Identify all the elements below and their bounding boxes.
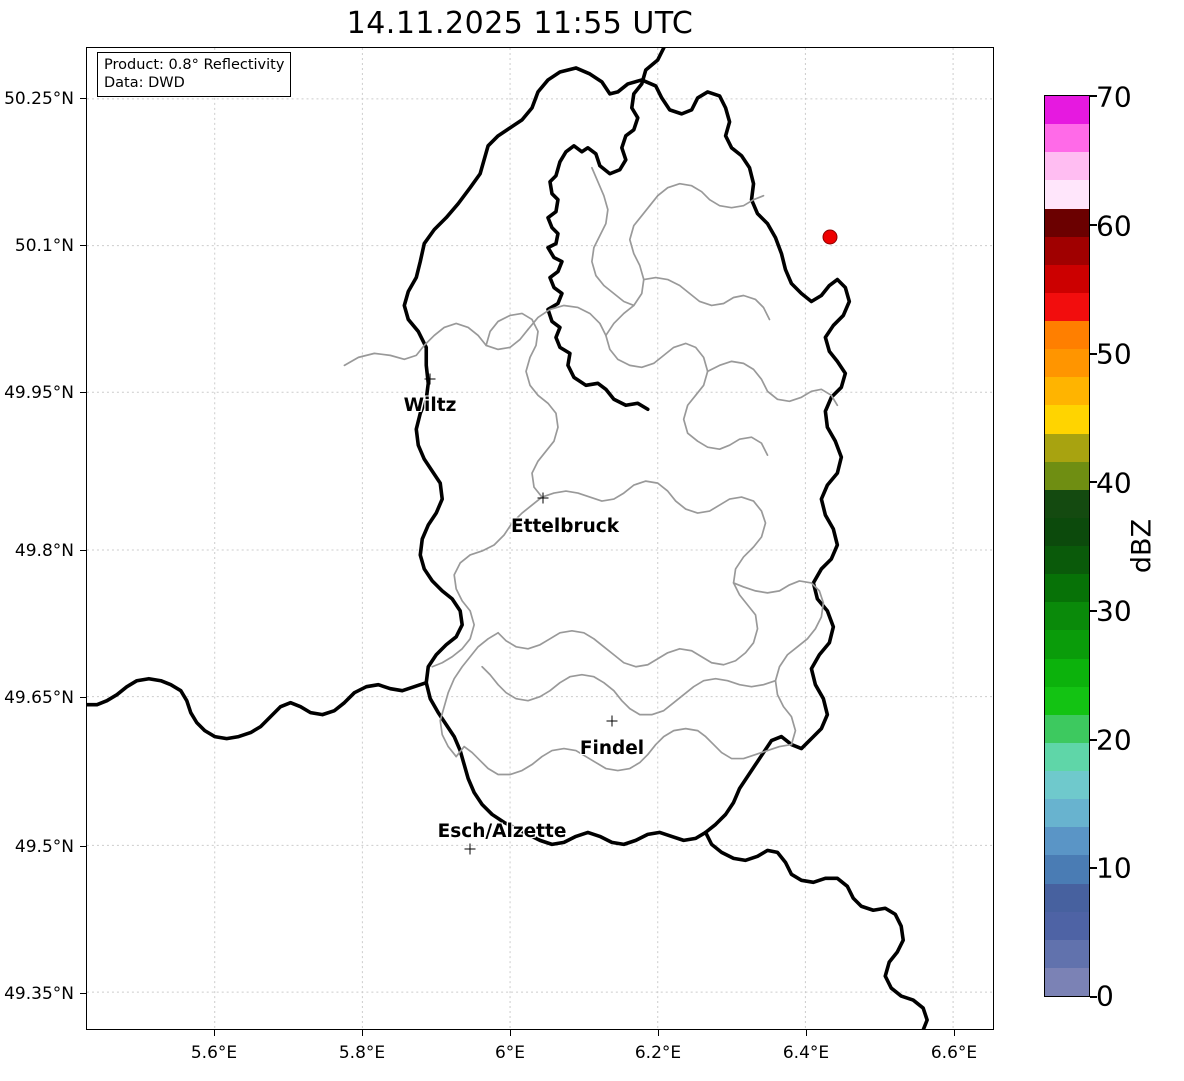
colorbar-tick bbox=[1090, 224, 1097, 226]
y-tick-mark bbox=[80, 550, 86, 552]
city-label-ettelbruck: Ettelbruck bbox=[510, 516, 620, 537]
colorbar-band bbox=[1045, 827, 1089, 856]
y-tick-label-6: 49.35°N bbox=[4, 984, 74, 1004]
colorbar-band bbox=[1045, 349, 1089, 378]
colorbar-tick bbox=[1090, 739, 1097, 741]
y-tick-label-1: 50.1°N bbox=[14, 236, 74, 256]
colorbar-label-60: 60 bbox=[1096, 209, 1132, 243]
colorbar-axis-title: dBZ bbox=[1126, 518, 1158, 574]
colorbar-band bbox=[1045, 461, 1089, 490]
colorbar-band bbox=[1045, 264, 1089, 293]
info-product: Product: 0.8° Reflectivity bbox=[104, 57, 285, 73]
colorbar-tick bbox=[1090, 996, 1097, 998]
city-marker-findel bbox=[606, 715, 618, 727]
colorbar-band bbox=[1045, 152, 1089, 181]
colorbar-band bbox=[1045, 124, 1089, 153]
colorbar-tick bbox=[1090, 610, 1097, 612]
colorbar-band bbox=[1045, 911, 1089, 940]
city-marker-wiltz bbox=[424, 373, 436, 385]
colorbar-band bbox=[1045, 939, 1089, 968]
colorbar-band bbox=[1045, 855, 1089, 884]
x-tick-label-5: 6.6°E bbox=[930, 1043, 978, 1063]
colorbar-band bbox=[1045, 96, 1089, 125]
y-tick-mark bbox=[80, 245, 86, 247]
district-boundaries bbox=[343, 166, 839, 776]
city-label-findel: Findel bbox=[579, 738, 645, 759]
colorbar-band bbox=[1045, 405, 1089, 434]
colorbar-label-20: 20 bbox=[1096, 723, 1132, 757]
colorbar[interactable] bbox=[1044, 95, 1097, 998]
colorbar-band bbox=[1045, 799, 1089, 828]
y-tick-label-4: 49.65°N bbox=[4, 688, 74, 708]
y-tick-mark bbox=[80, 846, 86, 848]
x-tick-mark bbox=[510, 1030, 512, 1036]
x-tick-label-4: 6.4°E bbox=[782, 1043, 830, 1063]
colorbar-tick bbox=[1090, 353, 1097, 355]
colorbar-band bbox=[1045, 602, 1089, 631]
x-tick-label-2: 6°E bbox=[494, 1043, 526, 1063]
colorbar-band bbox=[1045, 630, 1089, 659]
city-label-esch-alzette: Esch/Alzette bbox=[437, 821, 567, 842]
colorbar-band bbox=[1045, 883, 1089, 912]
colorbar-gradient bbox=[1044, 95, 1090, 997]
radar-site-marker[interactable] bbox=[822, 229, 838, 245]
x-tick-mark bbox=[954, 1030, 956, 1036]
colorbar-tick bbox=[1090, 481, 1097, 483]
colorbar-label-40: 40 bbox=[1096, 466, 1132, 500]
colorbar-tick bbox=[1090, 867, 1097, 869]
colorbar-label-70: 70 bbox=[1096, 80, 1132, 114]
colorbar-band bbox=[1045, 236, 1089, 265]
city-marker-ettelbruck bbox=[537, 492, 549, 504]
colorbar-band bbox=[1045, 546, 1089, 575]
colorbar-band bbox=[1045, 771, 1089, 800]
colorbar-label-50: 50 bbox=[1096, 337, 1132, 371]
colorbar-band bbox=[1045, 742, 1089, 771]
colorbar-band bbox=[1045, 321, 1089, 350]
x-tick-mark bbox=[362, 1030, 364, 1036]
colorbar-band bbox=[1045, 377, 1089, 406]
y-tick-mark bbox=[80, 697, 86, 699]
x-tick-mark bbox=[658, 1030, 660, 1036]
colorbar-label-30: 30 bbox=[1096, 594, 1132, 628]
colorbar-band bbox=[1045, 574, 1089, 603]
colorbar-band bbox=[1045, 180, 1089, 209]
colorbar-tick bbox=[1090, 95, 1097, 97]
colorbar-band bbox=[1045, 658, 1089, 687]
x-tick-label-3: 6.2°E bbox=[634, 1043, 682, 1063]
colorbar-label-0: 0 bbox=[1096, 979, 1114, 1013]
map-gridlines bbox=[87, 48, 993, 1029]
colorbar-band bbox=[1045, 517, 1089, 546]
map-plot-area[interactable]: Wiltz Ettelbruck Findel Esch/Alzette bbox=[86, 47, 994, 1030]
info-box: Product: 0.8° Reflectivity Data: DWD bbox=[97, 52, 292, 98]
x-tick-label-1: 5.8°E bbox=[338, 1043, 386, 1063]
x-tick-label-0: 5.6°E bbox=[190, 1043, 238, 1063]
colorbar-band bbox=[1045, 967, 1089, 996]
info-data-source: Data: DWD bbox=[104, 75, 185, 92]
city-marker-esch-alzette bbox=[464, 843, 476, 855]
y-tick-label-0: 50.25°N bbox=[4, 89, 74, 109]
y-tick-mark bbox=[80, 98, 86, 100]
colorbar-band bbox=[1045, 686, 1089, 715]
y-tick-label-2: 49.95°N bbox=[4, 383, 74, 403]
page-title: 14.11.2025 11:55 UTC bbox=[346, 6, 694, 41]
y-tick-label-5: 49.5°N bbox=[14, 837, 74, 857]
x-tick-mark bbox=[214, 1030, 216, 1036]
y-tick-mark bbox=[80, 392, 86, 394]
colorbar-band bbox=[1045, 292, 1089, 321]
map-geometry bbox=[87, 48, 993, 1029]
colorbar-label-10: 10 bbox=[1096, 851, 1132, 885]
city-label-wiltz: Wiltz bbox=[403, 395, 457, 416]
colorbar-band bbox=[1045, 208, 1089, 237]
country-borders bbox=[87, 48, 929, 1029]
colorbar-band bbox=[1045, 433, 1089, 462]
colorbar-band bbox=[1045, 714, 1089, 743]
y-tick-label-3: 49.8°N bbox=[14, 541, 74, 561]
colorbar-band bbox=[1045, 489, 1089, 518]
y-tick-mark bbox=[80, 993, 86, 995]
x-tick-mark bbox=[806, 1030, 808, 1036]
